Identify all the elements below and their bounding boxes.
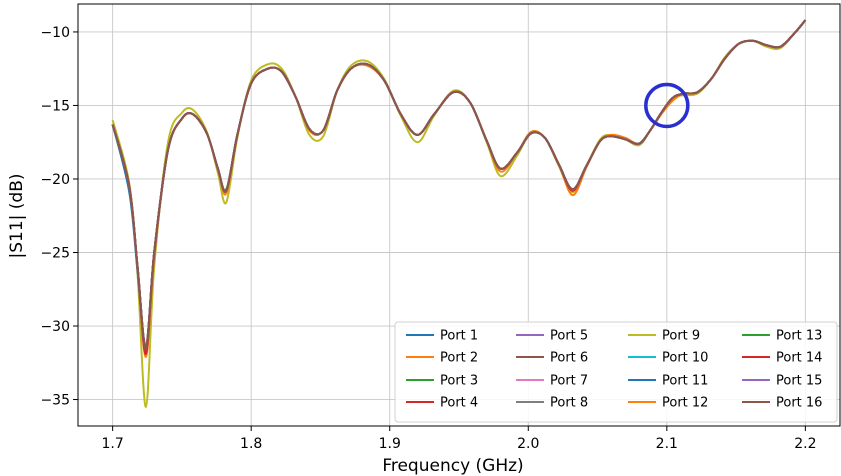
legend-label: Port 5 <box>550 329 588 344</box>
series-line-port-2 <box>111 19 807 358</box>
x-axis-ticks: 1.7 1.8 1.9 2.0 2.1 2.2 <box>102 426 816 452</box>
series-line-port-5 <box>111 19 807 350</box>
y-axis-ticks: −10 −15 −20 −25 −30 −35 <box>40 25 78 409</box>
y-tick-label: −10 <box>40 25 70 41</box>
x-tick-label: 2.0 <box>517 436 539 452</box>
series-line-port-14 <box>111 19 807 350</box>
series-line-port-13 <box>111 19 807 350</box>
series-line-port-1 <box>111 19 807 353</box>
grid-lines <box>78 4 840 426</box>
legend-label: Port 4 <box>440 396 478 411</box>
series-line-port-16 <box>111 19 807 350</box>
x-tick-label: 1.9 <box>379 436 401 452</box>
legend-label: Port 13 <box>776 329 822 344</box>
legend-label: Port 12 <box>662 396 708 411</box>
y-tick-label: −25 <box>40 245 70 261</box>
x-tick-label: 1.7 <box>102 436 124 452</box>
legend-label: Port 11 <box>662 374 708 389</box>
legend-label: Port 7 <box>550 374 588 389</box>
y-tick-label: −20 <box>40 172 70 188</box>
x-axis-label: Frequency (GHz) <box>382 456 523 476</box>
y-axis-label: |S11| (dB) <box>7 174 27 259</box>
highlight-circle <box>644 82 690 129</box>
y-tick-label: −35 <box>40 393 70 409</box>
series-line-port-11 <box>111 19 807 350</box>
legend-label: Port 9 <box>662 329 700 344</box>
series-line-port-3 <box>111 19 807 348</box>
legend-label: Port 1 <box>440 329 478 344</box>
y-tick-label: −15 <box>40 98 70 114</box>
legend-label: Port 15 <box>776 374 822 389</box>
series-line-port-6 <box>111 19 807 348</box>
series-line-port-8 <box>111 19 807 350</box>
series-line-port-12 <box>111 19 807 350</box>
legend-label: Port 3 <box>440 374 478 389</box>
x-tick-label: 2.2 <box>794 436 816 452</box>
legend-label: Port 16 <box>776 396 822 411</box>
annotation-layer <box>644 82 690 129</box>
y-tick-label: −30 <box>40 319 70 335</box>
legend-label: Port 10 <box>662 351 708 366</box>
legend-label: Port 8 <box>550 396 588 411</box>
legend: Port 1 Port 2 Port 3 Port 4 Port 5 Port 6 Port… <box>394 321 838 423</box>
x-tick-label: 1.8 <box>240 436 262 452</box>
series-line-port-4 <box>111 19 807 355</box>
x-tick-label: 2.1 <box>656 436 678 452</box>
series-line-port-10 <box>111 19 807 350</box>
legend-label: Port 6 <box>550 351 588 366</box>
series-line-port-7 <box>111 19 807 350</box>
legend-label: Port 2 <box>440 351 478 366</box>
plot-frame <box>77 3 841 427</box>
legend-box <box>394 321 838 423</box>
legend-label: Port 14 <box>776 351 822 366</box>
series-line-port-15 <box>111 19 807 350</box>
